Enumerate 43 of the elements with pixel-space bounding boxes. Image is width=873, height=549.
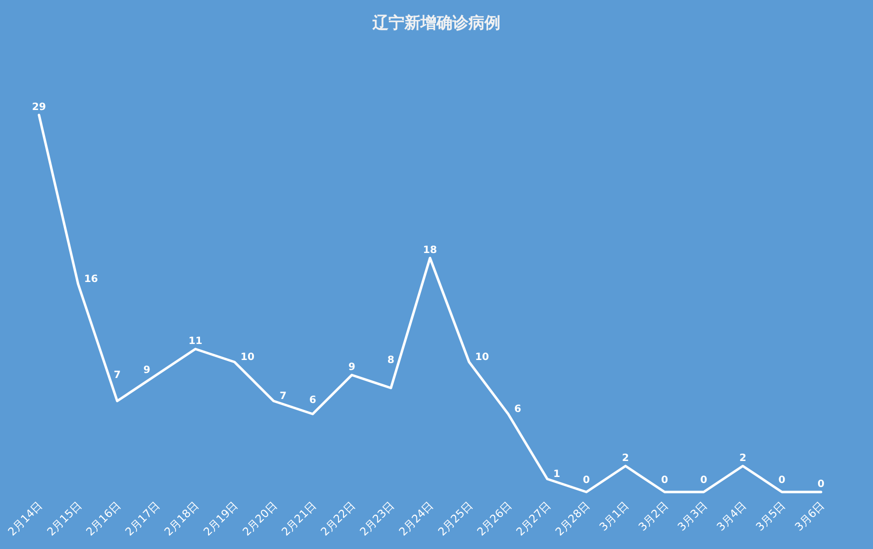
x-tick-label: 2月20日 (240, 498, 280, 539)
x-tick-label: 2月24日 (396, 498, 436, 539)
x-tick-label: 3月4日 (714, 498, 749, 534)
x-tick-label: 2月22日 (318, 498, 358, 539)
data-label: 18 (423, 245, 437, 256)
data-label: 2 (622, 453, 630, 464)
x-tick-label: 2月18日 (162, 498, 202, 539)
data-label: 0 (778, 475, 786, 486)
x-tick-label: 3月1日 (596, 498, 632, 534)
data-label: 1 (553, 469, 560, 480)
x-tick-label: 2月19日 (201, 498, 241, 539)
data-label: 0 (661, 475, 668, 486)
data-label: 8 (387, 355, 394, 366)
data-label: 6 (514, 404, 522, 415)
data-label: 7 (280, 391, 287, 402)
data-label: 29 (32, 102, 46, 113)
data-label: 6 (309, 395, 316, 406)
x-tick-label: 2月21日 (279, 498, 319, 539)
x-tick-label: 2月23日 (357, 498, 398, 539)
data-label: 9 (143, 365, 150, 376)
data-label: 0 (582, 475, 590, 486)
x-tick-label: 2月17日 (122, 498, 162, 539)
x-tick-label: 2月15日 (44, 498, 84, 539)
x-tick-label: 2月25日 (436, 498, 476, 539)
data-label: 11 (188, 336, 202, 347)
data-label: 0 (700, 475, 708, 486)
x-tick-label: 3月6日 (792, 498, 828, 534)
x-tick-label: 2月27日 (514, 498, 554, 539)
x-tick-label: 3月2日 (636, 498, 671, 534)
data-label: 10 (240, 352, 254, 363)
data-label: 7 (114, 370, 121, 382)
x-tick-label: 2月28日 (552, 498, 593, 539)
x-tick-label: 3月5日 (753, 498, 788, 534)
data-label: 16 (84, 274, 98, 285)
x-tick-label: 2月16日 (84, 498, 124, 539)
chart-title: 辽宁新增确诊病例 (372, 13, 500, 32)
data-label: 0 (818, 479, 825, 490)
data-label: 10 (475, 352, 490, 363)
x-tick-label: 2月26日 (474, 498, 514, 539)
x-tick-label: 2月14日 (6, 498, 46, 539)
data-label: 9 (348, 362, 356, 373)
x-tick-label: 3月3日 (675, 498, 710, 534)
data-label: 2 (739, 453, 746, 464)
